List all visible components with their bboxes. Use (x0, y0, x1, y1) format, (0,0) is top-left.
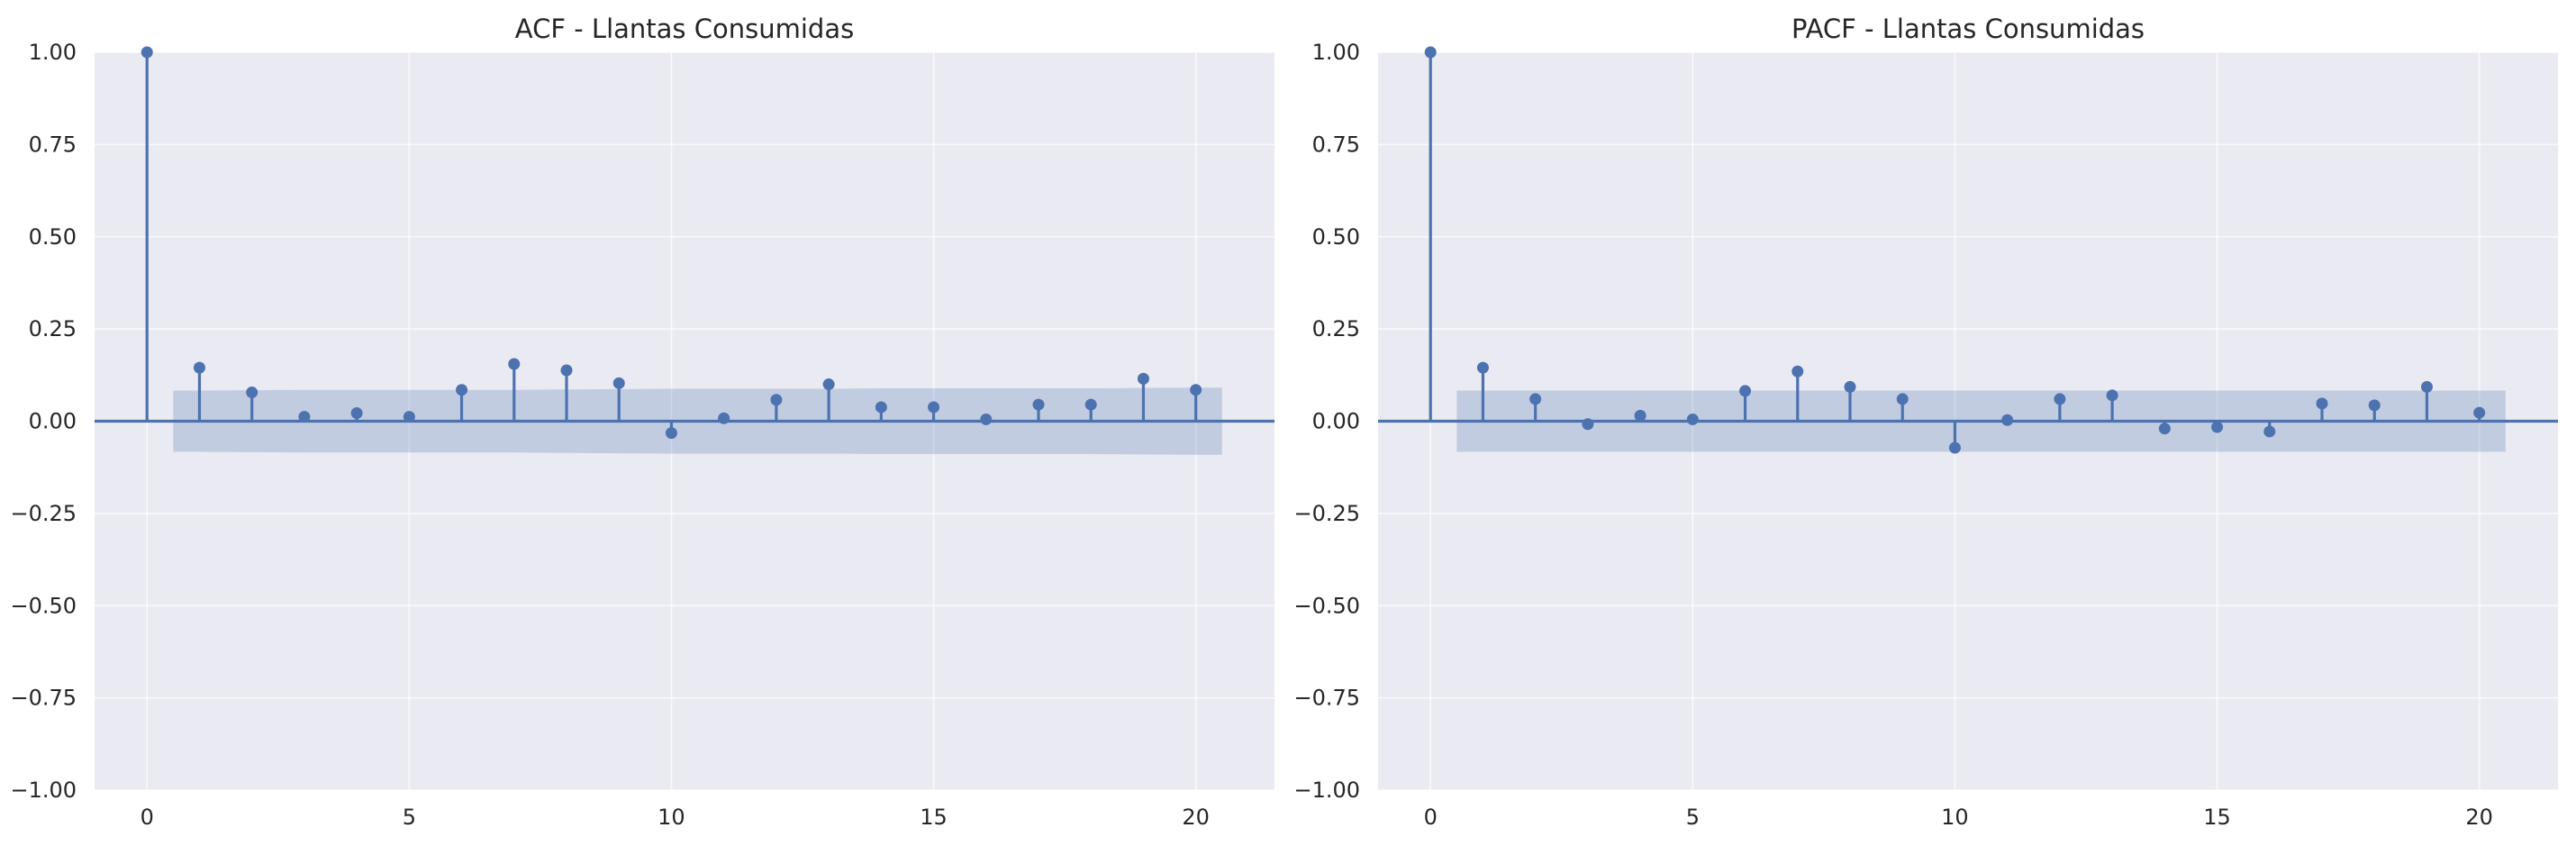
acf-marker-lag-3 (298, 411, 311, 423)
acf-marker-lag-6 (456, 384, 468, 396)
acf-xtick-label-1: 5 (403, 805, 416, 830)
acf-ytick-label-2: −0.50 (10, 593, 77, 618)
pacf-marker-lag-19 (2420, 380, 2433, 393)
acf-ytick-label-4: 0.00 (29, 409, 77, 434)
acf-marker-lag-13 (822, 378, 835, 391)
pacf-ytick-label-3: −0.25 (1293, 501, 1360, 526)
pacf-marker-lag-12 (2054, 393, 2066, 405)
pacf-xtick-label-4: 20 (2465, 805, 2493, 830)
acf-marker-lag-18 (1084, 398, 1097, 411)
acf-ytick-label-7: 0.75 (29, 132, 77, 157)
pacf-marker-lag-8 (1844, 380, 1856, 393)
acf-marker-lag-0 (141, 46, 153, 59)
acf-marker-lag-5 (403, 411, 415, 423)
acf-marker-lag-15 (928, 401, 940, 414)
pacf-ytick-label-1: −0.75 (1293, 686, 1360, 711)
pacf-xtick-label-2: 10 (1941, 805, 1969, 830)
acf-marker-lag-16 (980, 413, 993, 425)
pacf-panel: −1.00 −0.75 −0.50 −0.25 0.00 0.25 0.50 0.75 1.00… (1293, 14, 2558, 830)
acf-marker-lag-10 (665, 427, 677, 440)
pacf-marker-lag-11 (2001, 414, 2014, 426)
pacf-marker-lag-4 (1634, 409, 1646, 422)
acf-marker-lag-20 (1190, 384, 1202, 396)
acf-xtick-label-3: 15 (920, 805, 948, 830)
acf-ytick-label-8: 1.00 (29, 40, 77, 65)
pacf-marker-lag-1 (1476, 361, 1489, 374)
pacf-ytick-label-4: 0.00 (1312, 409, 1360, 434)
acf-ytick-label-5: 0.25 (29, 316, 77, 341)
acf-xtick-label-0: 0 (141, 805, 154, 830)
acf-ytick-label-3: −0.25 (10, 501, 77, 526)
pacf-ytick-label-2: −0.50 (1293, 593, 1360, 618)
acf-marker-lag-7 (508, 358, 521, 370)
acf-marker-lag-19 (1137, 372, 1149, 385)
acf-xtick-label-2: 10 (658, 805, 685, 830)
acf-marker-lag-8 (560, 364, 573, 377)
pacf-marker-lag-5 (1686, 413, 1699, 425)
acf-ytick-label-6: 0.50 (29, 224, 77, 250)
acf-ytick-label-0: −1.00 (10, 778, 77, 803)
pacf-marker-lag-14 (2158, 423, 2171, 435)
pacf-marker-lag-18 (2368, 399, 2381, 412)
acf-marker-lag-2 (246, 387, 259, 399)
pacf-xtick-label-1: 5 (1686, 805, 1700, 830)
pacf-ytick-label-6: 0.50 (1312, 224, 1360, 250)
acf-marker-lag-1 (193, 361, 205, 374)
pacf-ytick-label-8: 1.00 (1312, 40, 1360, 65)
acf-marker-lag-4 (350, 406, 363, 419)
pacf-marker-lag-13 (2106, 389, 2118, 402)
pacf-marker-lag-9 (1896, 393, 1909, 405)
acf-marker-lag-12 (770, 394, 783, 406)
acf-marker-lag-17 (1032, 398, 1045, 411)
acf-marker-lag-14 (875, 401, 887, 414)
pacf-marker-lag-20 (2473, 406, 2486, 419)
pacf-marker-lag-17 (2316, 397, 2328, 410)
acf-xtick-label-4: 20 (1182, 805, 1210, 830)
pacf-ytick-label-7: 0.75 (1312, 132, 1360, 157)
pacf-marker-lag-2 (1529, 393, 1542, 405)
pacf-marker-lag-10 (1948, 441, 1961, 454)
pacf-xtick-label-3: 15 (2203, 805, 2231, 830)
pacf-ytick-label-0: −1.00 (1293, 778, 1360, 803)
acf-panel: −1.00 −0.75 −0.50 −0.25 0.00 0.25 0.50 0.75 1.00… (10, 14, 1274, 830)
pacf-marker-lag-16 (2263, 425, 2276, 438)
pacf-marker-lag-7 (1791, 365, 1804, 378)
pacf-title: PACF - Llantas Consumidas (1791, 14, 2145, 44)
pacf-ytick-label-5: 0.25 (1312, 316, 1360, 341)
acf-marker-lag-9 (612, 377, 625, 389)
pacf-marker-lag-3 (1582, 418, 1594, 431)
pacf-marker-lag-6 (1739, 385, 1752, 397)
pacf-marker-lag-0 (1424, 46, 1437, 59)
acf-ytick-label-1: −0.75 (10, 686, 77, 711)
pacf-marker-lag-15 (2211, 421, 2224, 433)
acf-title: ACF - Llantas Consumidas (515, 14, 854, 44)
acf-marker-lag-11 (718, 412, 730, 424)
pacf-xtick-label-0: 0 (1424, 805, 1438, 830)
